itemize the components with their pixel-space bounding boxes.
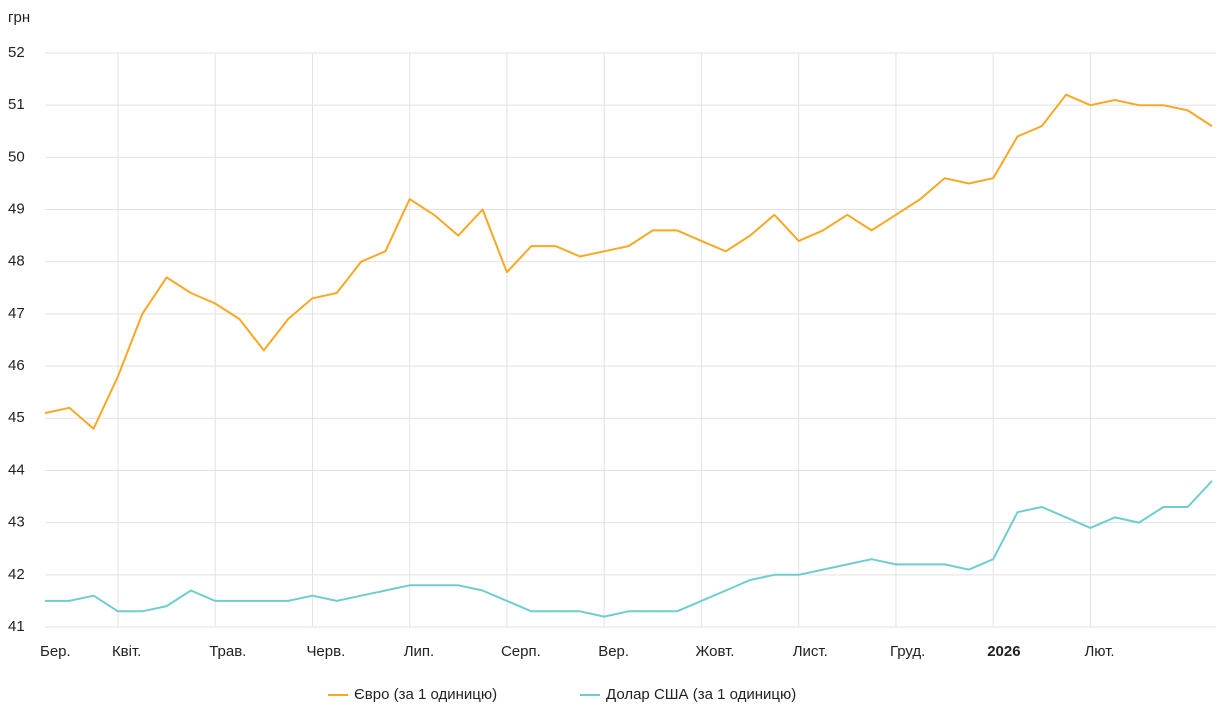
y-tick-label: 42: [8, 566, 25, 583]
legend-label: Долар США (за 1 одиницю): [606, 686, 796, 703]
line-series: [45, 480, 1213, 618]
y-tick-label: 45: [8, 409, 25, 426]
y-tick-label: 46: [8, 357, 25, 374]
x-tick-label: Квіт.: [112, 643, 141, 660]
y-unit: грн: [8, 9, 30, 26]
line-series: [44, 93, 1213, 430]
x-tick-label: Серп.: [501, 643, 541, 660]
y-tick-label: 47: [8, 305, 25, 322]
x-tick-label: Груд.: [890, 643, 925, 660]
x-tick-label: Лип.: [404, 643, 435, 660]
x-tick-label: Вер.: [598, 643, 629, 660]
x-tick-label: Жовт.: [695, 643, 734, 660]
y-tick-label: 49: [8, 201, 25, 218]
y-tick-label: 43: [8, 514, 25, 531]
x-tick-label: Черв.: [306, 643, 345, 660]
x-tick-label: Бер.: [40, 643, 71, 660]
x-tick-label: 2026: [987, 643, 1020, 660]
x-tick-label: Лют.: [1084, 643, 1114, 660]
y-tick-label: 50: [8, 148, 25, 165]
y-tick-label: 51: [8, 96, 25, 113]
y-tick-label: 41: [8, 618, 25, 635]
y-tick-label: 52: [8, 44, 25, 61]
legend-label: Євро (за 1 одиницю): [354, 686, 497, 703]
x-tick-label: Трав.: [209, 643, 246, 660]
y-tick-label: 48: [8, 253, 25, 270]
x-tick-label: Лист.: [793, 643, 828, 660]
y-tick-label: 44: [8, 461, 25, 478]
